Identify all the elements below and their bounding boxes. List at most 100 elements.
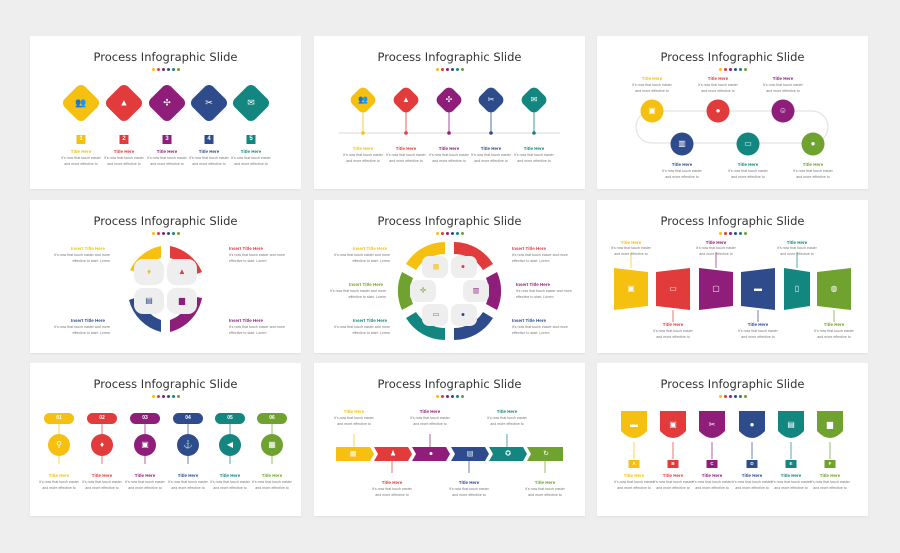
money-bag-icon: ● [460,311,466,319]
cycle-text: It's now that touch easier and more effe… [516,289,572,299]
step-text: It's now that touch easier and more effe… [525,487,565,497]
step-letter-E: E [785,460,797,468]
quadrant-title: Insert Title Here [71,246,105,251]
quadrant-title: Insert Title Here [71,318,105,323]
slide-thumbnail-1[interactable]: Process Infographic Slide 👥 ▲ ✣ ✂ ✉ 1 2 … [30,36,301,189]
step-pill-05: 05 [215,413,245,424]
step-text: It's now that touch easier and more effe… [698,83,738,93]
slide-thumbnail-6[interactable]: Process Infographic Slide ▣ ▭ ▢ ▬ ▯ ◍ Ti… [597,200,868,353]
step-title: Title Here [701,473,723,478]
slide-title: Process Infographic Slide [93,50,238,64]
step-text: It's now that touch easier and more effe… [104,156,144,166]
tools-icon: ✂ [205,97,213,108]
step-text: It's now that touch easier and more effe… [514,153,554,163]
step-title: Title Here [641,76,663,81]
color-dots [597,395,868,399]
step-text: It's now that touch easier and more effe… [168,480,208,490]
quadrant-title: Insert Title Here [229,246,263,251]
team-icon: ☺ [778,106,788,115]
document-icon: ▯ [794,284,800,293]
color-dots [30,395,301,399]
slide-title: Process Infographic Slide [660,50,805,64]
step-text: It's now that touch easier and more effe… [763,83,803,93]
step-text: It's now that touch easier and more effe… [372,487,412,497]
team-icon: 👥 [358,95,368,104]
globe-icon: ◍ [830,284,838,293]
slide-thumbnail-3[interactable]: Process Infographic Slide ▣ ● ☺ ▥ ▭ ● Ti… [597,36,868,189]
step-text: It's now that touch easier and more effe… [471,153,511,163]
presentation-icon: ▣ [141,440,149,449]
step-text: It's now that touch easier and more effe… [614,480,654,490]
step-text: It's now that touch easier and more effe… [611,246,651,256]
step-title: Title Here [381,480,403,485]
slide-thumbnail-2[interactable]: Process Infographic Slide 👥 ▲ ✣ ✂ ✉ Titl… [314,36,585,189]
step-pill-01: 01 [44,413,74,424]
slide-thumbnail-4[interactable]: Process Infographic Slide ♦ ▲ ▤ ▆ Insert… [30,200,301,353]
color-dots [30,68,301,72]
step-title: Title Here [48,473,70,478]
step-text: It's now that touch easier and more effe… [125,480,165,490]
truck-icon: ▬ [630,420,638,429]
step-letter-C: C [706,460,718,468]
step-text: It's now that touch easier and more effe… [386,153,426,163]
tools-icon: ✂ [487,95,495,104]
trapezoid-steps [614,252,851,322]
step-text: It's now that touch easier and more effe… [653,480,693,490]
step-text: It's now that touch easier and more effe… [793,169,833,179]
step-circle [801,132,825,156]
step-title: Title Here [620,240,642,245]
org-chart-icon: ▲ [178,267,186,276]
truck-icon: ▬ [754,284,762,293]
step-letter-B: B [667,460,679,468]
user-icon: ● [715,106,721,115]
step-circle [640,99,664,123]
document-icon: ▤ [145,296,153,305]
team-icon: ▦ [432,263,440,271]
cycle-title: Insert Title Here [516,282,550,287]
step-number-5: 5 [246,135,256,144]
step-text: It's now that touch easier and more effe… [810,480,850,490]
slide-thumbnail-5[interactable]: Process Infographic Slide ▦ ● ✣ ▥ ▭ ● In… [314,200,585,353]
step-text: It's now that touch easier and more effe… [410,416,450,426]
step-text: It's now that touch easier and more effe… [632,83,672,93]
tools-icon: ✂ [708,420,716,429]
slide-thumbnail-9[interactable]: Process Infographic Slide ▬ ▣ ✂ ● ▤ ▆ A … [597,363,868,516]
money-bag-icon: ● [810,139,816,148]
step-title: Title Here [523,146,545,151]
step-pill-04: 04 [173,413,203,424]
step-letter-D: D [746,460,758,468]
cycle-title: Insert Title Here [353,246,387,251]
step-title: Title Here [261,473,283,478]
step-text: It's now that touch easier and more effe… [771,480,811,490]
refresh-icon: ↻ [543,450,549,458]
step-text: It's now that touch easier and more effe… [252,480,292,490]
megaphone-icon: ◀ [226,440,234,449]
step-text: It's now that touch easier and more effe… [692,480,732,490]
step-text: It's now that touch easier and more effe… [487,416,527,426]
step-circle [670,132,694,156]
slide-title: Process Infographic Slide [660,214,805,228]
slide-thumbnail-7[interactable]: Process Infographic Slide 01 02 03 04 05… [30,363,301,516]
step-title: Title Here [496,409,518,414]
step-circle [91,434,113,456]
step-pill-03: 03 [130,413,160,424]
step-text: It's now that touch easier and more effe… [696,246,736,256]
step-text: It's now that touch easier and more effe… [334,416,374,426]
step-circle [48,434,70,456]
slide-thumbnail-8[interactable]: Process Infographic Slide ▦ ♟ ● ▤ ✪ ↻ Ti… [314,363,585,516]
step-title: Title Here [198,149,220,154]
step-title: Title Here [534,480,556,485]
slide-title: Process Infographic Slide [377,377,522,391]
team-icon: 👥 [75,97,87,108]
step-title: Title Here [438,146,460,151]
search-icon: ⚲ [56,440,62,449]
step-number-1: 1 [76,135,86,144]
document-icon: ▤ [787,420,795,429]
step-circle [219,434,241,456]
step-letter-A: A [628,460,640,468]
step-text: It's now that touch easier and more effe… [231,156,271,166]
step-title: Title Here [802,162,824,167]
snake-path [635,110,829,144]
hexa-cycle-diagram [397,242,502,340]
step-text: It's now that touch easier and more effe… [814,329,854,339]
